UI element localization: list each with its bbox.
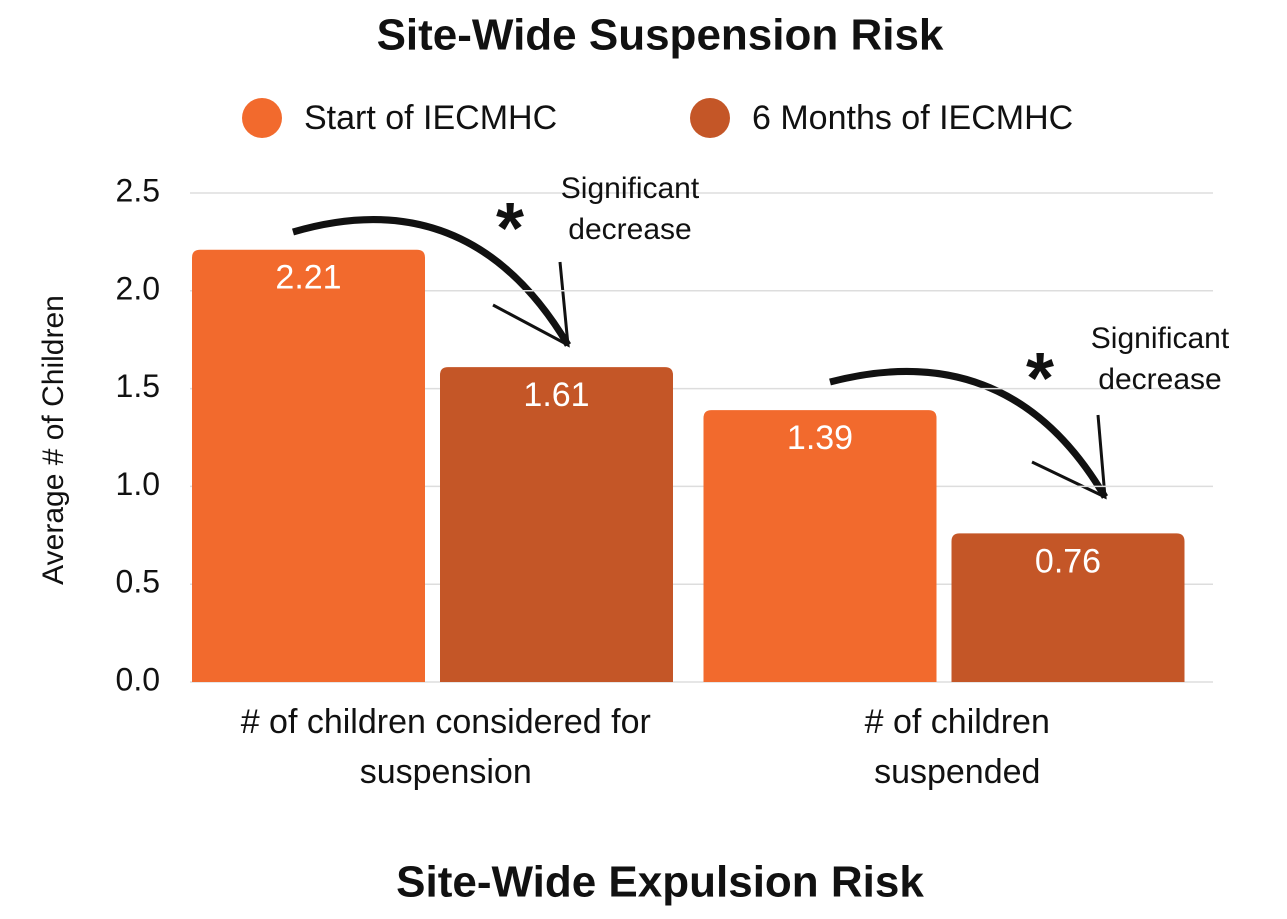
y-axis-label: Average # of Children <box>37 295 70 585</box>
bar <box>703 410 937 682</box>
annotation-marker: * <box>496 189 524 269</box>
data-label: 0.76 <box>1035 542 1101 580</box>
y-tick-label: 0.0 <box>116 661 160 697</box>
data-label: 1.39 <box>787 419 853 457</box>
y-tick-label: 1.5 <box>116 368 160 404</box>
annotation-marker: * <box>1026 339 1054 419</box>
legend-swatch <box>242 98 282 138</box>
y-tick-label: 1.0 <box>116 466 160 502</box>
y-tick-label: 2.5 <box>116 172 160 208</box>
annotation-text: Significant decrease <box>1090 322 1230 396</box>
y-tick-label: 2.0 <box>116 270 160 306</box>
data-label: 2.21 <box>275 259 341 297</box>
y-tick-label: 0.5 <box>116 564 160 600</box>
x-tick-label: # of children considered for suspension <box>240 703 651 791</box>
data-label: 1.61 <box>523 376 589 414</box>
bar <box>440 367 673 682</box>
chart-title: Site-Wide Suspension Risk <box>377 11 944 60</box>
bar <box>951 533 1185 682</box>
legend-label: Start of IECMHC <box>304 99 557 137</box>
next-section-title: Site-Wide Expulsion Risk <box>396 858 924 907</box>
x-tick-label: # of children suspended <box>864 703 1050 791</box>
arrow-curve <box>829 367 1109 499</box>
legend-label: 6 Months of IECMHC <box>752 99 1073 137</box>
arrow-curve <box>292 216 572 347</box>
bar <box>192 249 425 682</box>
arrow-head <box>1031 414 1107 500</box>
annotation-text: Significant decrease <box>560 172 700 246</box>
legend-swatch <box>690 98 730 138</box>
arrows <box>292 216 1109 500</box>
arrow-head <box>492 261 570 348</box>
